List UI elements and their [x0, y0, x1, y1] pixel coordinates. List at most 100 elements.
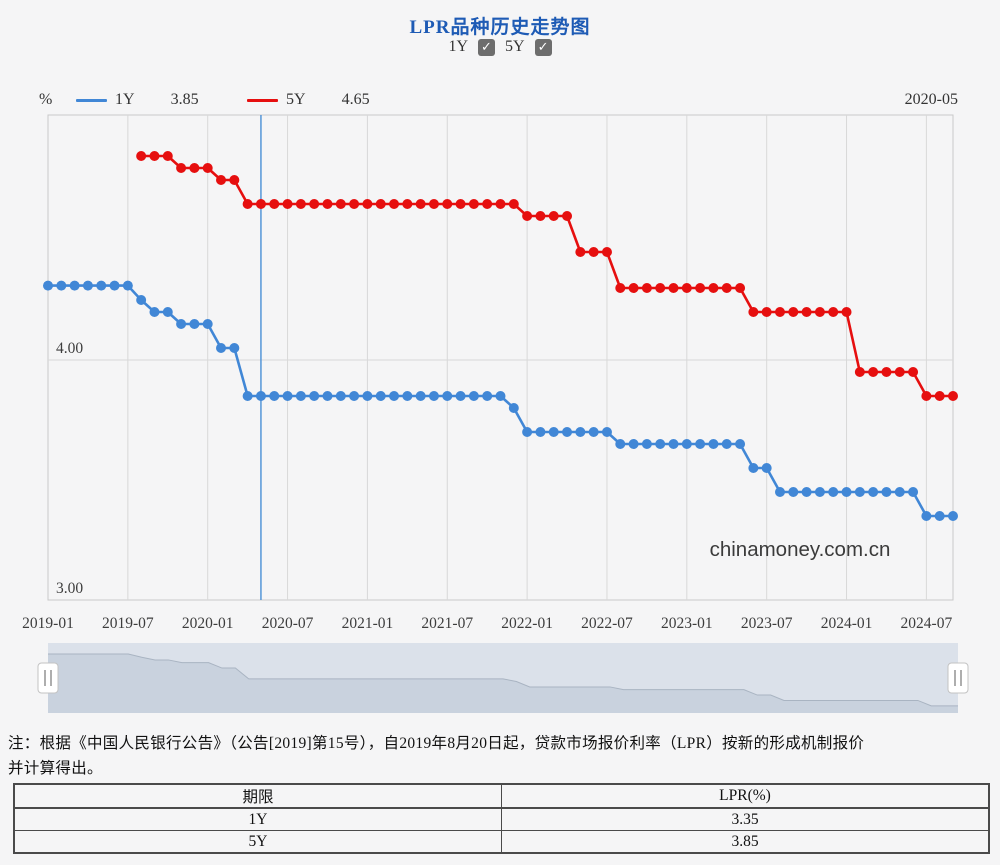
range-navigator[interactable]	[0, 0, 1000, 730]
plot-area-border	[47, 114, 954, 601]
data-point	[282, 391, 293, 401]
footnote: 注：根据《中国人民银行公告》（公告[2019]第15号），自2019年8月20日…	[8, 731, 993, 781]
data-point	[535, 427, 546, 437]
data-point	[455, 199, 466, 209]
data-point	[522, 211, 533, 221]
data-point	[788, 307, 799, 317]
data-point	[322, 391, 333, 401]
toggle-5y-checkbox[interactable]: ✓	[534, 38, 552, 56]
y-tick-label: 4.00	[56, 340, 83, 357]
chart-legend: % 1Y 3.85 5Y 4.65 2020-05	[0, 91, 1000, 113]
nav-handle-left[interactable]	[37, 662, 59, 694]
data-point	[735, 439, 746, 449]
data-point	[708, 283, 719, 293]
lpr-trend-chart[interactable]: 4.00 3.00 chinamoney.com.cn 2019-01 2019-07 2…	[0, 0, 1000, 640]
data-point	[255, 199, 266, 209]
data-point	[748, 463, 759, 473]
data-point	[894, 487, 905, 497]
data-point	[628, 439, 639, 449]
data-point	[881, 487, 892, 497]
data-point	[82, 280, 93, 291]
data-point	[375, 391, 386, 401]
x-tick-label: 2019-01	[22, 615, 74, 632]
drag-handle-icon	[947, 662, 969, 694]
data-point	[854, 487, 865, 497]
cell-term-1y: 1Y	[13, 807, 502, 831]
legend-1y-name: 1Y	[115, 91, 135, 108]
table-row: 5Y 3.85	[13, 830, 990, 854]
data-point	[575, 427, 586, 437]
data-point	[588, 427, 599, 437]
data-point	[801, 307, 812, 317]
series-1y-points[interactable]	[43, 280, 958, 521]
data-point	[641, 439, 652, 449]
data-point	[322, 199, 333, 209]
data-point	[229, 343, 240, 353]
data-point	[681, 439, 692, 449]
data-point	[335, 199, 346, 209]
data-point	[69, 280, 80, 291]
legend-5y-line-swatch	[247, 98, 278, 102]
data-point	[948, 391, 958, 401]
data-point	[588, 247, 599, 257]
data-point	[202, 319, 213, 329]
toggle-1y-checkbox[interactable]: ✓	[478, 38, 495, 56]
data-point	[601, 247, 612, 257]
legend-item-1y[interactable]: 1Y 3.85	[76, 91, 199, 109]
data-point	[349, 391, 360, 401]
legend-5y-value: 4.65	[341, 91, 370, 108]
navigator-area	[48, 654, 958, 713]
data-point	[282, 199, 293, 209]
x-tick-label: 2022-07	[581, 615, 633, 632]
legend-item-5y[interactable]: 5Y 4.65	[247, 91, 370, 109]
data-point	[162, 151, 173, 161]
data-point	[868, 367, 879, 377]
data-point	[801, 487, 812, 497]
y-tick-label: 3.00	[56, 580, 83, 597]
data-point	[695, 439, 706, 449]
data-point	[402, 391, 413, 401]
data-point	[894, 367, 905, 377]
data-point	[495, 391, 506, 401]
data-point	[56, 280, 67, 291]
data-point	[522, 427, 533, 437]
nav-handle-right[interactable]	[947, 662, 969, 694]
data-point	[216, 175, 227, 185]
data-point	[189, 319, 200, 329]
table-header-row: 期限 LPR(%)	[13, 783, 990, 809]
x-tick-label: 2023-01	[661, 615, 713, 632]
data-point	[295, 199, 306, 209]
legend-1y-line-swatch	[76, 98, 107, 102]
data-point	[482, 391, 493, 401]
legend-5y-name: 5Y	[286, 91, 306, 108]
series-5y-points[interactable]	[136, 151, 958, 401]
data-point	[136, 151, 147, 161]
data-point	[548, 427, 559, 437]
data-point	[921, 511, 932, 521]
data-point	[641, 283, 652, 293]
data-point	[562, 211, 573, 221]
data-point	[442, 199, 453, 209]
data-point	[295, 391, 306, 401]
data-point	[934, 511, 945, 521]
toggle-1y-label: 1Y	[448, 38, 468, 55]
data-point	[535, 211, 546, 221]
x-tick-label: 2019-07	[102, 615, 154, 632]
data-point	[761, 307, 772, 317]
data-point	[721, 283, 732, 293]
data-point	[176, 319, 187, 329]
data-point	[362, 391, 373, 401]
data-point	[428, 391, 439, 401]
data-point	[615, 283, 626, 293]
data-point	[841, 307, 852, 317]
data-point	[455, 391, 466, 401]
data-point	[908, 367, 919, 377]
data-point	[468, 199, 479, 209]
data-point	[908, 487, 919, 497]
data-point	[681, 283, 692, 293]
data-point	[229, 175, 240, 185]
lpr-summary-table: 期限 LPR(%) 1Y 3.35 5Y 3.85	[13, 783, 990, 854]
data-point	[708, 439, 719, 449]
data-point	[668, 439, 679, 449]
